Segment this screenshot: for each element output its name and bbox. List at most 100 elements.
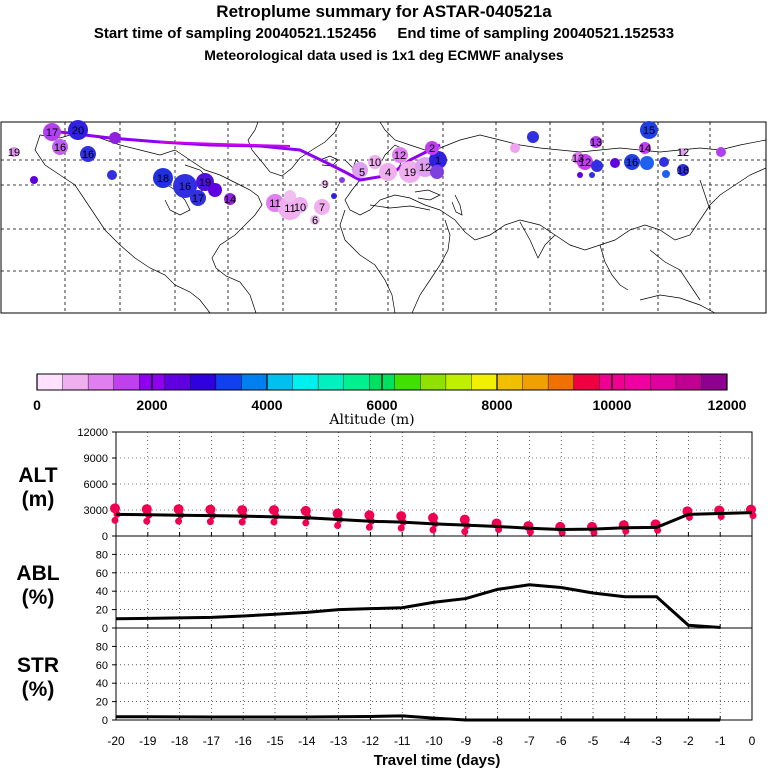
alt-point — [300, 505, 311, 516]
map-day-label: 1 — [435, 155, 441, 167]
x-tick-label: -9 — [460, 734, 471, 748]
plume-cluster — [80, 146, 96, 162]
colorbar: 0 2000 4000 6000 8000 10000 12000 Altitude (m) — [33, 373, 747, 428]
x-tick-label: -18 — [171, 734, 189, 748]
map-day-label: 12 — [394, 150, 406, 162]
plume-cluster — [68, 120, 88, 140]
panel-y-tick-label: 3000 — [84, 505, 108, 517]
plume-cluster — [589, 172, 595, 178]
x-tick-label: -20 — [107, 734, 125, 748]
x-tick-label: -14 — [298, 734, 316, 748]
str-line — [116, 714, 721, 722]
panel-frame — [115, 535, 753, 629]
colorbar-cell — [292, 373, 319, 391]
colorbar-cell — [675, 373, 702, 391]
plume-cluster — [173, 174, 197, 198]
panel-y-tick-label: 40 — [96, 678, 108, 690]
plume-cluster — [425, 141, 439, 155]
plume-cluster — [314, 199, 330, 215]
x-tick-label: -4 — [619, 734, 630, 748]
alt-point — [332, 508, 343, 519]
plume-cluster — [352, 162, 368, 178]
panel-y-tick-label: 80 — [96, 549, 108, 561]
alt-point — [459, 514, 470, 525]
x-tick-label: -7 — [524, 734, 535, 748]
map-day-label: 10 — [294, 202, 306, 214]
map-day-label: 19 — [199, 177, 211, 189]
colorbar-cell — [522, 373, 549, 391]
plume-cluster — [339, 177, 345, 183]
map-day-label: 16 — [54, 142, 66, 154]
panel-y-unit: (%) — [22, 586, 55, 609]
colorbar-title: Altitude (m) — [328, 412, 414, 428]
panel-y-unit: (m) — [22, 488, 55, 511]
colorbar-tick-label: 8000 — [481, 397, 512, 413]
map-day-label: 9 — [322, 179, 328, 191]
plume-cluster — [679, 148, 687, 156]
colorbar-cell — [36, 373, 64, 391]
plume-track — [59, 130, 441, 182]
abl-line — [115, 583, 721, 630]
map-day-label: 14 — [639, 143, 651, 155]
colorbar-cell — [701, 373, 728, 391]
plume-cluster — [52, 139, 68, 155]
colorbar-cell — [420, 373, 447, 391]
map-day-label: 11 — [269, 198, 280, 210]
map-day-label: 7 — [319, 202, 325, 214]
plume-cluster — [292, 197, 308, 213]
map-day-label: 16 — [82, 149, 94, 161]
plume-cluster — [310, 215, 320, 225]
panel-y-tick-label: 12000 — [77, 427, 108, 439]
plume-cluster — [640, 156, 654, 170]
alt-point — [558, 529, 566, 537]
map-gridlines — [1, 122, 766, 313]
alt-point — [429, 526, 437, 534]
x-tick-label: -1 — [715, 734, 726, 748]
x-tick-label: -15 — [266, 734, 284, 748]
map-day-label: 14 — [224, 194, 236, 206]
colorbar-cell — [471, 373, 498, 391]
map-day-label: 11 — [284, 203, 295, 215]
alt-point — [461, 528, 469, 536]
map-day-label: 4 — [385, 167, 391, 179]
alt-point — [238, 518, 246, 526]
colorbar-cell — [215, 373, 242, 391]
plume-track-line-upper — [159, 141, 291, 147]
plume-cluster — [716, 147, 726, 157]
alt-point — [364, 510, 375, 521]
alt-point — [206, 518, 214, 526]
alt-point — [622, 527, 630, 535]
colorbar-cell — [190, 373, 217, 391]
x-tick-label: -10 — [425, 734, 443, 748]
plume-cluster — [368, 155, 382, 169]
panel-y-label: STR — [17, 654, 59, 677]
map-day-label: 15 — [643, 125, 655, 137]
map-frame — [0, 121, 767, 314]
colorbar-tick-label: 6000 — [366, 397, 397, 413]
map-day-label: 17 — [192, 193, 204, 205]
plume-cluster — [284, 190, 296, 202]
plume-cluster — [9, 147, 19, 157]
plume-cluster — [392, 147, 408, 163]
map-day-label: 10 — [369, 157, 381, 169]
map-day-label: 18 — [677, 165, 689, 177]
panel-y-tick-label: 20 — [96, 605, 108, 617]
x-tick-label: -3 — [651, 734, 662, 748]
x-axis: -20 -19 -18 -17 -16 -15 -14 -13 -12 -11 -10 -9 -8 -7-… — [107, 734, 755, 768]
panel-abl: 0 20 40 60 80 ABL(%) — [16, 535, 753, 635]
alt-point — [110, 503, 120, 514]
plume-cluster — [577, 154, 593, 170]
map-day-label: 19 — [404, 167, 416, 179]
plume-cluster — [677, 164, 689, 176]
colorbar-tick-label: 10000 — [593, 397, 632, 413]
colorbar-cell — [624, 373, 651, 391]
colorbar-cell — [573, 373, 600, 391]
map-day-label: 2 — [429, 143, 435, 155]
alt-point — [396, 511, 407, 522]
map-day-label: 16 — [179, 181, 191, 193]
alt-mean-line — [115, 511, 753, 532]
x-tick-label: -13 — [330, 734, 348, 748]
panel-str: 0 20 40 60 80 STR(%) — [17, 627, 753, 727]
